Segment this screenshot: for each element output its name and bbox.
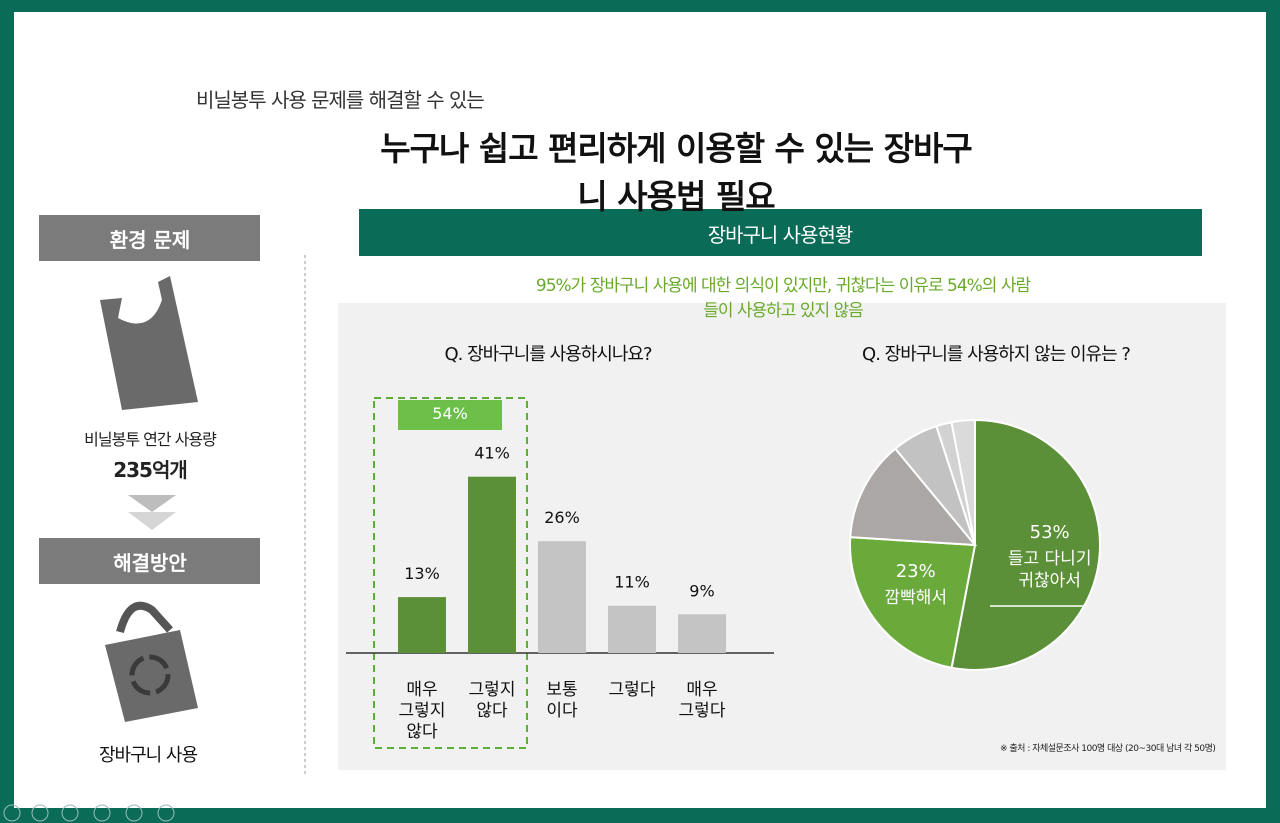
pie-slice [849,536,977,669]
slice-label: 깜빡해서 [884,587,948,608]
source: ※ 출처 : 자체설문조사 100명 대상 (20~30대 남녀 각 50명) [1000,744,1216,754]
pie-slice [950,418,976,546]
panel-heading: 장바구니 사용현황 [707,223,854,247]
category-label: 그렇지 않다 [468,680,516,721]
problem-label: 환경 문제 [109,228,191,252]
category-label: 보통 이다 [546,680,578,721]
toolbar-button[interactable] [61,804,79,822]
problem-box [39,215,260,261]
toolbar-button[interactable] [157,804,175,822]
pie-chart-title: Q. 장바구니를 사용하지 않는 이유는 ? [862,344,1131,365]
bar [398,597,446,653]
tote-bag-icon [105,630,198,722]
annotation-box [398,400,502,430]
tote-handle [116,601,173,634]
bar [678,614,726,653]
recycle-icon [129,654,171,696]
value-label: 13% [404,564,440,583]
toolbar-button[interactable] [3,804,21,822]
panel-heading-bar [359,209,1202,256]
title: 누구나 쉽고 편리하게 이용할 수 있는 장바구니 사용법 필요 [380,129,972,216]
toolbar-button[interactable] [31,804,49,822]
solution-label: 해결방안 [113,551,187,575]
toolbar [3,804,175,822]
slice-value: 53% [1029,522,1070,544]
category-label: 그렇다 [608,680,656,700]
bar-chart-title: Q. 장바구니를 사용하시나요? [444,344,652,365]
value-label: 41% [474,444,510,463]
highlight-box [373,397,528,749]
value-label: 26% [544,508,580,527]
slice-value: 23% [895,560,936,582]
summary: 95%가 장바구니 사용에 대한 의식이 있지만, 귀찮다는 이유로 54%의 … [535,276,1031,321]
toolbar-button[interactable] [93,804,111,822]
value-label: 11% [614,573,650,592]
toolbar-button[interactable] [125,804,143,822]
pie-slice [849,447,978,547]
bar [468,476,516,653]
usage-label: 비닐봉투 연간 사용량 [84,430,217,449]
subtitle: 비닐봉투 사용 문제를 해결할 수 있는 [196,88,485,112]
solution-text: 장바구니 사용 [98,745,198,766]
slice-label: 들고 다니기 귀찮아서 [1007,549,1092,592]
category-label: 매우 그렇다 [678,680,726,721]
bar [608,605,656,653]
annotation: 54% [432,404,468,423]
category-label: 매우 그렇지 않다 [398,680,446,742]
arrow-down [128,495,176,512]
pie-slice [950,418,1101,671]
plastic-bag-icon [100,276,198,410]
usage-value: 235억개 [113,458,188,482]
value-label: 9% [689,581,714,600]
solution-box [39,538,260,584]
arrow-down [128,512,176,530]
bar [538,541,586,653]
